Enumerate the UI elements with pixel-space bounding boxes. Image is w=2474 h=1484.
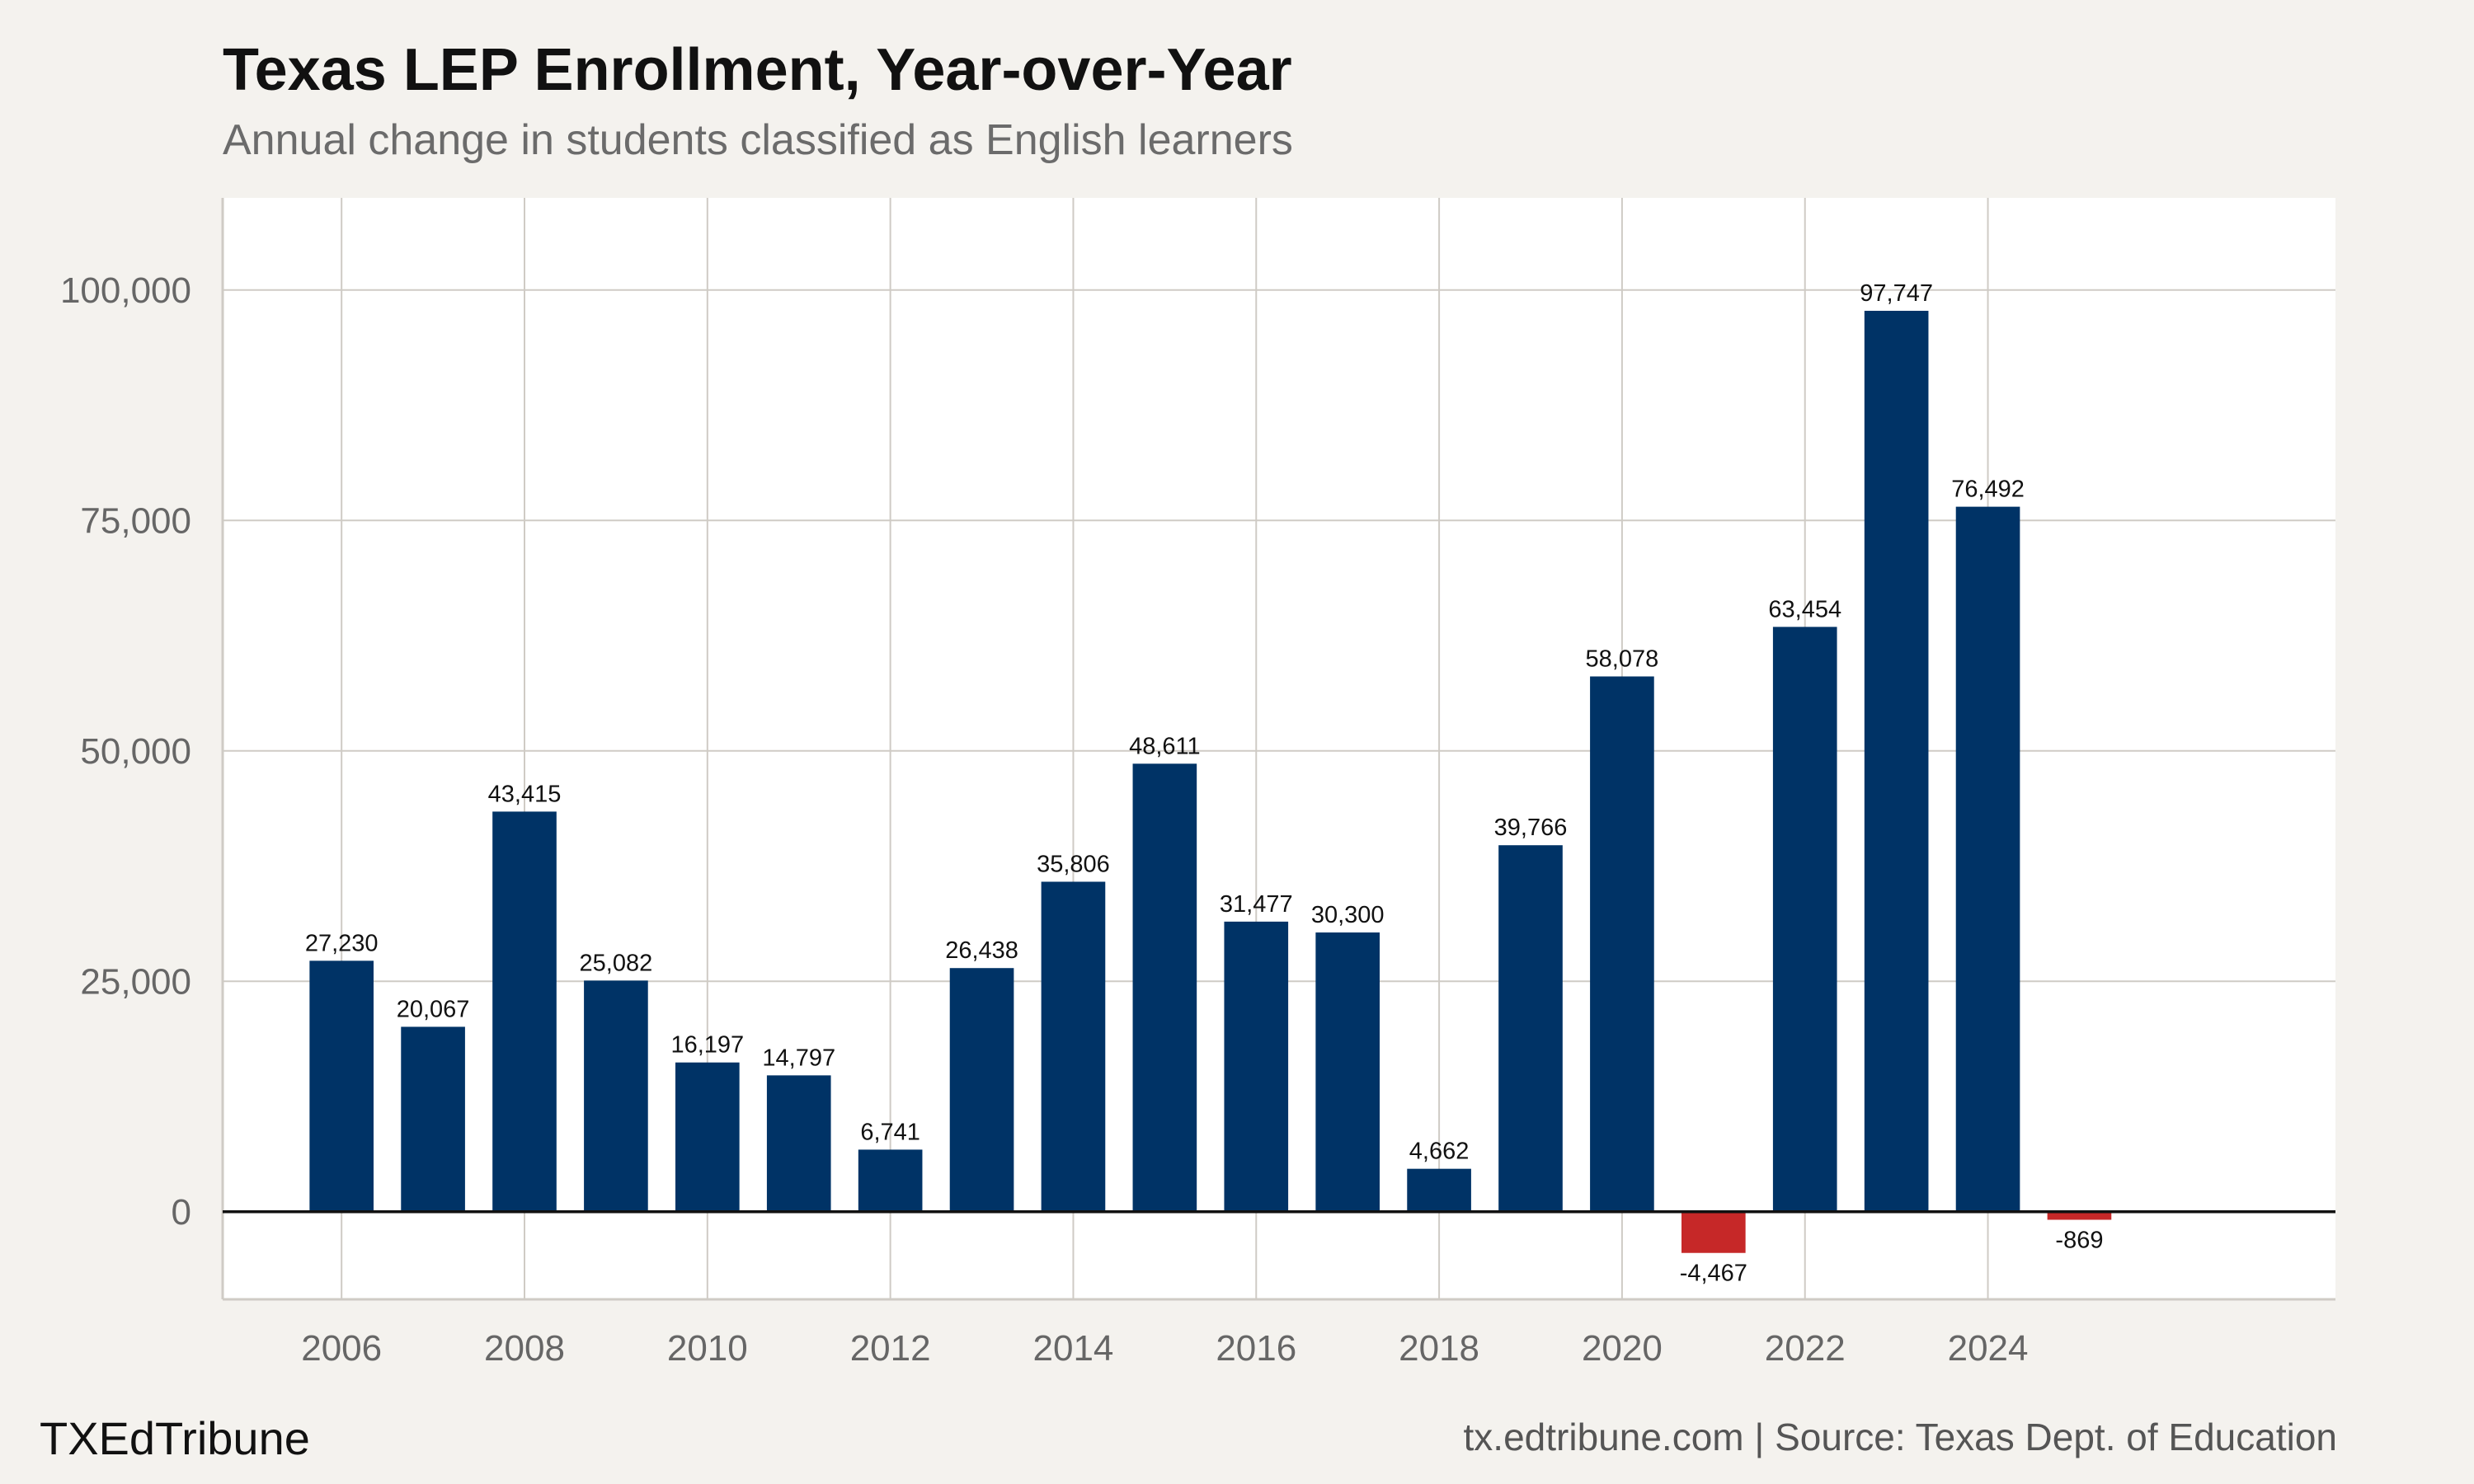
x-tick-label: 2016 xyxy=(1216,1328,1296,1369)
bar-2010 xyxy=(675,1062,740,1212)
x-tick-label: 2006 xyxy=(301,1328,382,1369)
data-label-2006: 27,230 xyxy=(305,930,379,956)
data-label-2009: 25,082 xyxy=(580,950,653,976)
brand-logo-text: TXEdTribune xyxy=(40,1412,310,1464)
data-label-2008: 43,415 xyxy=(488,781,562,807)
chart-title: Texas LEP Enrollment, Year-over-Year xyxy=(223,37,1292,103)
source-credit: tx.edtribune.com | Source: Texas Dept. o… xyxy=(1463,1416,2337,1458)
data-label-2025: -869 xyxy=(2055,1228,2103,1254)
bar-2014 xyxy=(1041,881,1106,1212)
x-tick-label: 2024 xyxy=(1948,1328,2029,1369)
bar-2021 xyxy=(1681,1211,1746,1253)
y-tick-label: 50,000 xyxy=(80,731,191,772)
data-label-2014: 35,806 xyxy=(1037,851,1110,877)
bar-2007 xyxy=(401,1026,465,1212)
bar-2020 xyxy=(1590,676,1654,1212)
bar-2009 xyxy=(584,980,648,1212)
data-label-2021: -4,467 xyxy=(1680,1261,1747,1287)
x-tick-label: 2020 xyxy=(1582,1328,1663,1369)
x-tick-label: 2014 xyxy=(1033,1328,1114,1369)
data-label-2012: 6,741 xyxy=(860,1119,920,1145)
bar-2024 xyxy=(1955,506,2020,1212)
bar-2013 xyxy=(949,968,1014,1212)
y-tick-label: 100,000 xyxy=(60,270,191,311)
data-label-2024: 76,492 xyxy=(1951,477,2025,503)
x-tick-label: 2012 xyxy=(850,1328,931,1369)
data-label-2015: 48,611 xyxy=(1129,733,1201,759)
bar-2022 xyxy=(1772,627,1837,1212)
y-tick-label: 0 xyxy=(172,1192,191,1233)
bar-2016 xyxy=(1224,921,1289,1212)
data-label-2017: 30,300 xyxy=(1311,902,1385,928)
bar-2018 xyxy=(1407,1168,1471,1212)
bar-2012 xyxy=(858,1149,923,1212)
x-tick-label: 2010 xyxy=(667,1328,748,1369)
data-label-2019: 39,766 xyxy=(1494,815,1568,841)
bar-2025 xyxy=(2047,1211,2112,1220)
data-label-2013: 26,438 xyxy=(945,937,1018,964)
bar-2008 xyxy=(492,811,557,1212)
x-tick-label: 2022 xyxy=(1765,1328,1846,1369)
data-label-2022: 63,454 xyxy=(1768,596,1841,622)
data-label-2007: 20,067 xyxy=(397,996,470,1022)
bar-2017 xyxy=(1315,932,1380,1212)
data-label-2016: 31,477 xyxy=(1220,891,1293,918)
bar-2023 xyxy=(1864,310,1929,1212)
data-label-2020: 58,078 xyxy=(1586,646,1659,672)
bar-2006 xyxy=(309,960,374,1212)
x-tick-label: 2008 xyxy=(484,1328,565,1369)
bar-2015 xyxy=(1132,763,1197,1212)
data-label-2010: 16,197 xyxy=(670,1032,744,1059)
bar-2011 xyxy=(766,1075,831,1212)
bar-2019 xyxy=(1498,845,1563,1212)
y-tick-label: 25,000 xyxy=(80,961,191,1002)
data-label-2018: 4,662 xyxy=(1409,1139,1470,1165)
y-tick-label: 75,000 xyxy=(80,500,191,541)
data-label-2011: 14,797 xyxy=(762,1045,835,1071)
chart-subtitle: Annual change in students classified as … xyxy=(223,116,1293,164)
data-label-2023: 97,747 xyxy=(1860,280,1933,307)
x-tick-label: 2018 xyxy=(1399,1328,1479,1369)
